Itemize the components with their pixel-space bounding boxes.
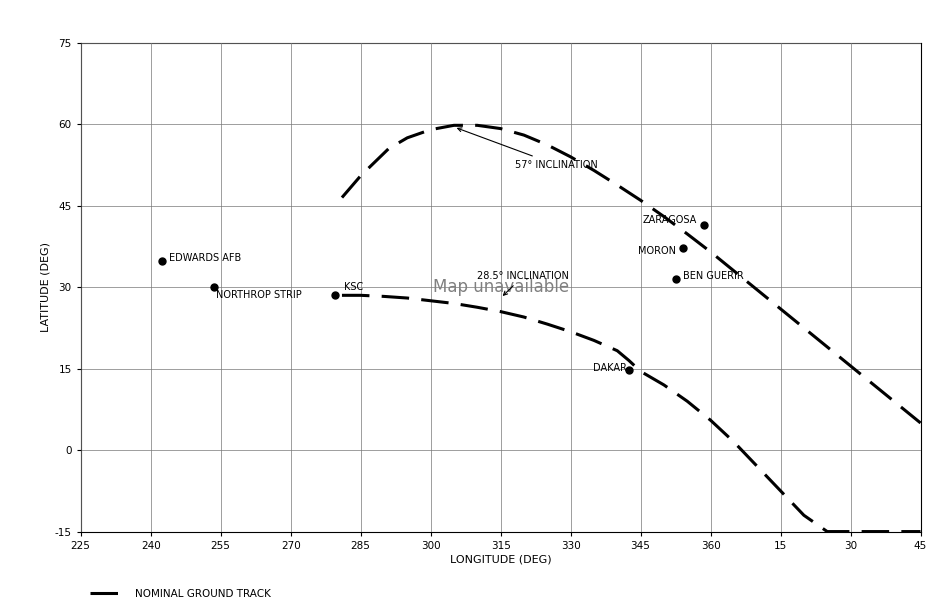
Text: NORTHROP STRIP: NORTHROP STRIP [216,290,302,301]
Text: KSC: KSC [344,282,363,291]
Text: MORON: MORON [638,246,676,256]
Text: Map unavailable: Map unavailable [433,278,568,296]
Text: 57° INCLINATION: 57° INCLINATION [457,128,597,170]
Text: BEN GUERIR: BEN GUERIR [682,271,743,281]
Y-axis label: LATITUDE (DEG): LATITUDE (DEG) [41,242,50,332]
Text: EDWARDS AFB: EDWARDS AFB [169,253,242,263]
Text: 28.5° INCLINATION: 28.5° INCLINATION [477,271,569,295]
Legend: NOMINAL GROUND TRACK: NOMINAL GROUND TRACK [85,584,275,602]
Text: ZARAGOSA: ZARAGOSA [642,215,697,225]
X-axis label: LONGITUDE (DEG): LONGITUDE (DEG) [450,555,551,565]
Text: DAKAR: DAKAR [593,362,626,373]
